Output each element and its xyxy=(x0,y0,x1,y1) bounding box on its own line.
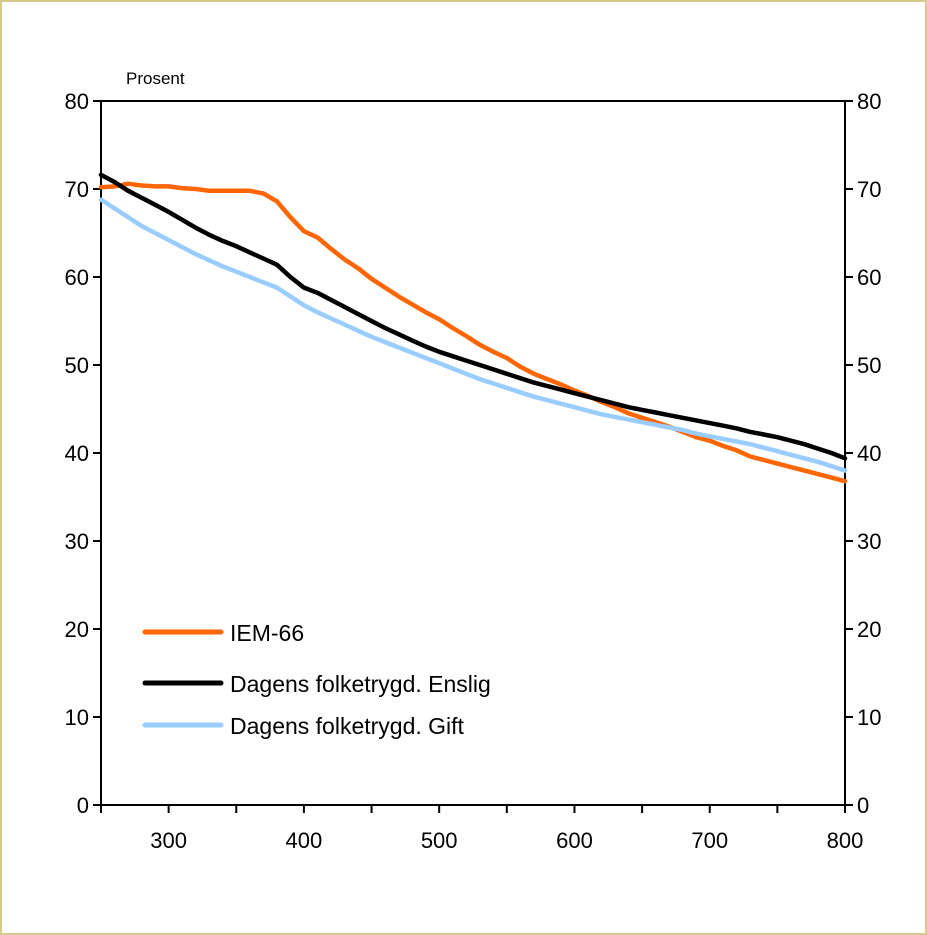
y-tick-label-left: 60 xyxy=(65,265,89,290)
x-tick-label: 800 xyxy=(827,828,864,853)
y-tick-label-right: 80 xyxy=(857,89,881,114)
legend-label-3: Dagens folketrygd. Gift xyxy=(230,713,465,739)
legend-label-1: IEM-66 xyxy=(230,620,304,646)
y-axis-unit-label: Prosent xyxy=(126,69,185,88)
y-tick-label-left: 10 xyxy=(65,705,89,730)
y-tick-label-left: 30 xyxy=(65,529,89,554)
y-tick-label-right: 40 xyxy=(857,441,881,466)
y-tick-label-right: 60 xyxy=(857,265,881,290)
x-tick-label: 400 xyxy=(286,828,323,853)
x-tick-label: 600 xyxy=(556,828,593,853)
series-line-2 xyxy=(98,172,848,461)
series-line-3 xyxy=(98,197,848,473)
y-tick-label-left: 70 xyxy=(65,177,89,202)
y-tick-label-right: 0 xyxy=(857,793,869,818)
y-tick-label-right: 20 xyxy=(857,617,881,642)
axes: 0 0 10 10 20 20 30 30 40 40 50 50 60 60 70 70 80 80 300 400… xyxy=(65,89,882,853)
y-tick-label-left: 50 xyxy=(65,353,89,378)
y-tick-label-left: 0 xyxy=(77,793,89,818)
y-tick-label-right: 50 xyxy=(857,353,881,378)
legend: IEM-66 Dagens folketrygd. Enslig Dagens fo… xyxy=(142,620,491,739)
y-tick-label-left: 40 xyxy=(65,441,89,466)
y-tick-label-right: 70 xyxy=(857,177,881,202)
y-tick-label-left: 80 xyxy=(65,89,89,114)
x-tick-label: 700 xyxy=(691,828,728,853)
y-tick-label-left: 20 xyxy=(65,617,89,642)
x-tick-label: 500 xyxy=(421,828,458,853)
x-tick-label: 300 xyxy=(150,828,187,853)
legend-label-2: Dagens folketrygd. Enslig xyxy=(230,671,491,697)
y-tick-label-right: 30 xyxy=(857,529,881,554)
series-line-1 xyxy=(98,181,848,484)
y-tick-label-right: 10 xyxy=(857,705,881,730)
series-layer xyxy=(98,172,848,484)
